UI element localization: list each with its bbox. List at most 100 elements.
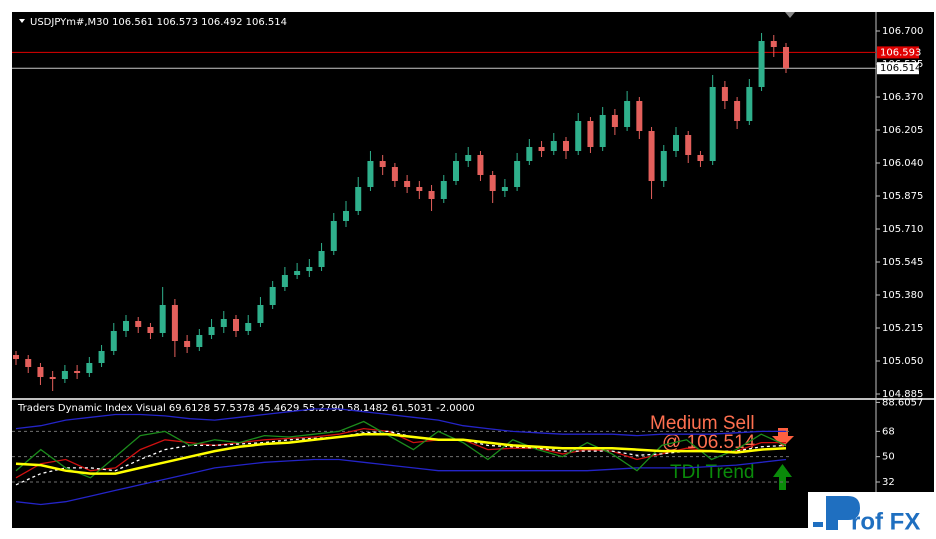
logo-icon	[813, 522, 823, 527]
candle-body	[343, 211, 349, 221]
candle-body	[281, 275, 288, 287]
candle-body	[98, 351, 105, 363]
annotation: TDI Trend	[670, 462, 754, 483]
candle-body	[697, 155, 704, 161]
candle-body	[514, 161, 521, 187]
dropdown-icon	[19, 19, 25, 23]
y-tick-label: 104.885	[882, 389, 923, 400]
candle-body	[355, 187, 362, 211]
candle-body	[721, 87, 728, 101]
candle-body	[770, 41, 777, 47]
candle-body	[648, 131, 655, 181]
candle-body	[49, 377, 56, 379]
y-tick-label: 68	[882, 426, 895, 437]
candle-body	[538, 147, 545, 151]
candle-body	[587, 121, 594, 147]
y-tick-label: 105.710	[882, 224, 923, 235]
candle-body	[379, 161, 386, 167]
annotation: @ 106.514	[662, 432, 756, 453]
candle-body	[734, 101, 741, 121]
shift-marker	[785, 12, 795, 18]
candle-body	[13, 355, 19, 359]
candle-body	[330, 221, 337, 251]
candle-body	[135, 321, 142, 327]
price-label-box	[877, 46, 919, 59]
candle-body	[428, 191, 435, 199]
indicator-line	[15, 427, 786, 479]
candle-body	[184, 341, 191, 347]
trend-arrow	[773, 464, 792, 490]
candle-body	[440, 181, 447, 199]
candle-body	[550, 141, 557, 151]
candle-body	[611, 115, 618, 127]
candle-body	[746, 87, 753, 121]
candle-body	[489, 175, 496, 191]
y-tick-label: 106.370	[882, 92, 923, 103]
price-label: 106.593	[880, 47, 921, 58]
candle-body	[110, 331, 117, 351]
candle-body	[477, 155, 484, 175]
y-tick-label: 106.040	[882, 158, 923, 169]
logo-icon	[826, 496, 860, 530]
indicator-line	[15, 430, 787, 486]
candle-body	[685, 135, 692, 155]
candle-body	[220, 319, 227, 327]
candle-body	[74, 371, 81, 373]
symbol-header: USDJPYm#,M30 106.561 106.573 106.492 106…	[30, 17, 287, 28]
candle-body	[391, 167, 398, 181]
y-tick-label: 88.6057	[882, 397, 923, 408]
candle-body	[306, 267, 313, 271]
candle-body	[208, 327, 215, 335]
candle-body	[575, 121, 582, 151]
y-tick-label: 105.875	[882, 191, 923, 202]
candle-body	[25, 359, 32, 367]
candle-body	[171, 305, 178, 341]
candle-body	[367, 161, 374, 187]
candle-body	[453, 161, 459, 181]
candle-body	[123, 321, 129, 331]
candle-body	[294, 271, 301, 275]
candle-body	[86, 363, 93, 373]
candle-body	[465, 155, 472, 161]
candle-body	[526, 147, 533, 161]
logo-text: rof FX	[851, 508, 920, 535]
candle-body	[245, 323, 252, 331]
indicator-line	[15, 432, 787, 475]
y-tick-label: 105.215	[882, 323, 923, 334]
price-label-box	[877, 62, 919, 75]
indicator-title: Traders Dynamic Index Visual 69.6128 57.…	[17, 403, 475, 414]
candle-body	[416, 187, 423, 191]
candle-body	[709, 87, 716, 161]
annotation: Medium Sell	[650, 413, 755, 434]
candle-body	[159, 305, 166, 333]
candle-body	[599, 115, 606, 147]
candle-body	[318, 251, 325, 267]
candle-body	[624, 101, 631, 127]
y-tick-label: 50	[882, 452, 895, 463]
candle-body	[783, 47, 789, 69]
price-label: 106.514	[880, 63, 921, 74]
candle-body	[758, 41, 765, 87]
y-tick-label: 106.205	[882, 125, 923, 136]
y-tick-label: 105.380	[882, 290, 923, 301]
candle-body	[501, 187, 508, 191]
candle-body	[404, 181, 411, 187]
candle-body	[269, 287, 276, 305]
candle-body	[673, 135, 679, 151]
y-tick-label: 105.050	[882, 356, 923, 367]
sell-arrow	[772, 428, 794, 447]
y-tick-label: 106.700	[882, 26, 923, 37]
y-tick-label: 105.545	[882, 257, 923, 268]
candle-body	[636, 101, 643, 131]
candle-body	[257, 305, 264, 323]
candle-body	[233, 319, 239, 331]
indicator-line	[15, 458, 787, 506]
background	[12, 12, 934, 528]
candle-body	[196, 335, 203, 347]
candle-body	[37, 367, 44, 377]
y-tick-label: 32	[882, 477, 895, 488]
indicator-line	[15, 408, 786, 437]
candle-body	[61, 371, 68, 379]
candle-body	[563, 141, 569, 151]
